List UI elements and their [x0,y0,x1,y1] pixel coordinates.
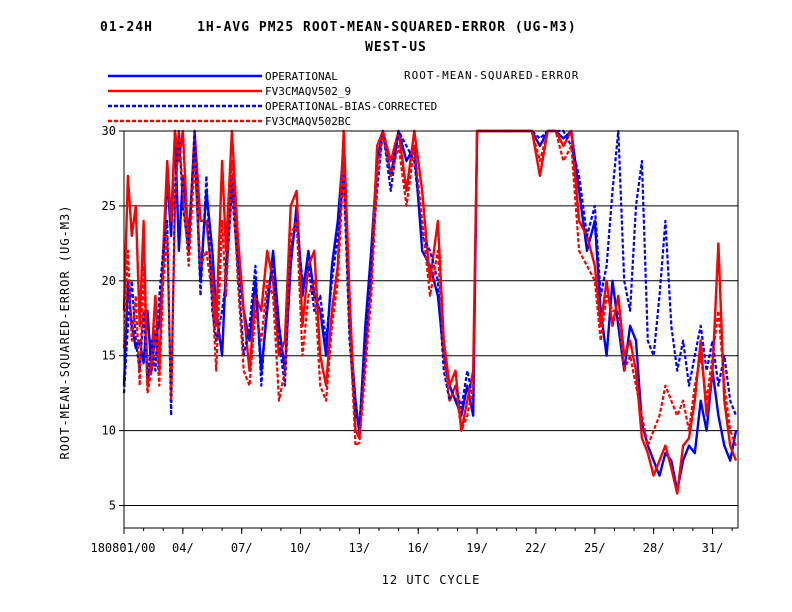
y-tick-label: 10 [102,424,116,438]
chart-subtitle: WEST-US [365,40,427,55]
plot-frame [123,130,739,529]
series-line-4 [122,129,738,447]
x-tick-label: 180801/00 [90,541,155,555]
series-line-2 [122,129,738,495]
y-tick-label: 15 [102,349,116,363]
y-tick-label: 25 [102,199,116,213]
axes: 5 10 15 20 25 30 180801/00 04/07/10/13/16/19/22… [90,124,739,555]
legend-label-4: FV3CMAQV502BC [265,115,351,128]
x-axis-label: 12 UTC CYCLE [381,573,481,587]
y-tick-label: 5 [109,499,116,513]
x-tick-label: 04/ [172,541,194,555]
series-lines [122,129,738,495]
x-tick-label: 13/ [349,541,371,555]
y-tick-label: 30 [102,124,116,138]
x-tick-label: 28/ [643,541,665,555]
legend-metric-label: ROOT-MEAN-SQUARED-ERROR [404,69,580,82]
legend-label-1: OPERATIONAL [265,70,338,83]
x-tick-label: 31/ [702,541,724,555]
x-tick-label: 25/ [584,541,606,555]
x-tick-label: 16/ [407,541,429,555]
x-tick-label: 22/ [525,541,547,555]
x-tick-label: 07/ [231,541,253,555]
y-tick-label: 20 [102,274,116,288]
legend-label-3: OPERATIONAL-BIAS-CORRECTED [265,100,437,113]
x-tick-label: 10/ [290,541,312,555]
x-tick-label: 19/ [466,541,488,555]
chart-title: 01-24H 1H-AVG PM25 ROOT-MEAN-SQUARED-ERR… [100,20,577,35]
legend: OPERATIONAL FV3CMAQV502_9 OPERATIONAL-BIAS… [108,70,437,128]
legend-label-2: FV3CMAQV502_9 [265,85,351,98]
